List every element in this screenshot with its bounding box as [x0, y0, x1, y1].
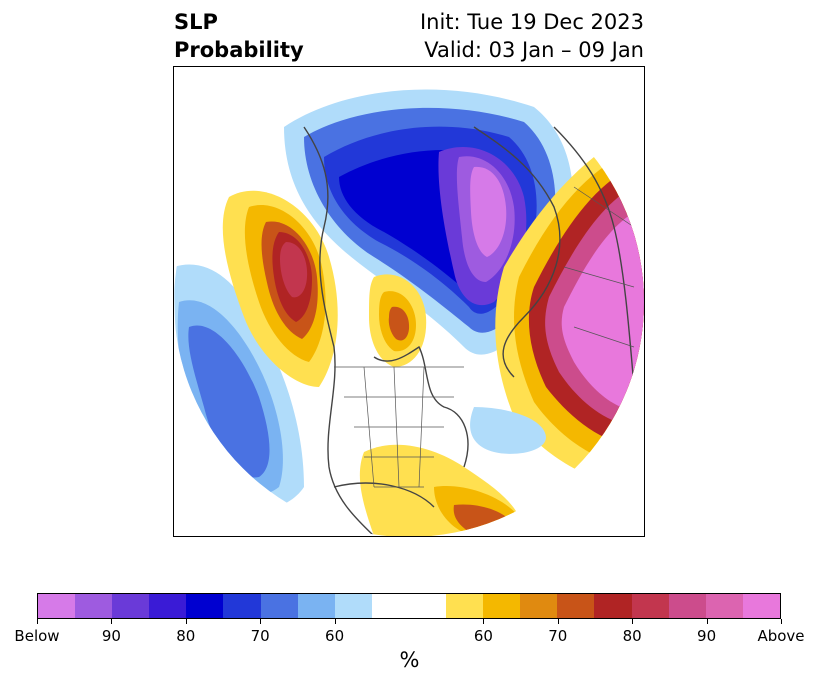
colorbar-tick-label: 60 [473, 627, 493, 645]
colorbar-tick [37, 619, 38, 624]
colorbar-segment [408, 594, 447, 618]
colorbar-tick-label: 70 [250, 627, 270, 645]
colorbar-segment [223, 594, 261, 618]
colorbar-segment [334, 594, 372, 618]
date-block: Init: Tue 19 Dec 2023 Valid: 03 Jan – 09… [420, 8, 644, 64]
colorbar-segment [705, 594, 743, 618]
colorbar-tick [483, 619, 485, 624]
colorbar-segment [483, 594, 521, 618]
map-panel [173, 66, 645, 537]
colorbar-tick [632, 619, 634, 624]
colorbar-segment [38, 594, 76, 618]
colorbar-segment [594, 594, 632, 618]
colorbar-ticks: Below 90 80 70 60 60 70 80 90 Above [14, 619, 805, 649]
init-date: Init: Tue 19 Dec 2023 [419, 10, 644, 34]
colorbar-tick-label: 60 [325, 627, 345, 645]
title-variable: SLP [174, 10, 218, 34]
colorbar-segment [520, 594, 558, 618]
valid-range: Valid: 03 Jan – 09 Jan [424, 38, 644, 62]
colorbar-tick [557, 619, 559, 624]
colorbar-tick [706, 619, 708, 624]
colorbar-tick-label: Below [14, 627, 60, 645]
colorbar-segment [371, 594, 409, 618]
colorbar-tick [334, 619, 336, 624]
colorbar-tick-label: 90 [697, 627, 717, 645]
colorbar-tick-label: 70 [548, 627, 568, 645]
colorbar [37, 593, 781, 619]
colorbar-segment [75, 594, 113, 618]
colorbar-tick [185, 619, 187, 624]
colorbar-segment [742, 594, 780, 618]
colorbar-segment [149, 594, 187, 618]
title-block: SLP Probability [174, 8, 304, 64]
colorbar-segment [186, 594, 224, 618]
colorbar-segment [297, 594, 335, 618]
colorbar-segment [557, 594, 595, 618]
colorbar-tick [260, 619, 262, 624]
colorbar-segment [260, 594, 298, 618]
colorbar-segment [631, 594, 669, 618]
colorbar-segment [668, 594, 706, 618]
colorbar-tick-label: 80 [176, 627, 196, 645]
colorbar-tick [111, 619, 113, 624]
north-polar-map-icon [174, 67, 644, 536]
colorbar-tick-label: 80 [622, 627, 642, 645]
title-metric: Probability [174, 38, 304, 62]
colorbar-segment [112, 594, 150, 618]
colorbar-unit: % [399, 648, 420, 672]
colorbar-tick-label: 90 [101, 627, 121, 645]
colorbar-tick-label: Above [757, 627, 805, 645]
colorbar-tick [781, 619, 782, 624]
colorbar-segment [446, 594, 484, 618]
